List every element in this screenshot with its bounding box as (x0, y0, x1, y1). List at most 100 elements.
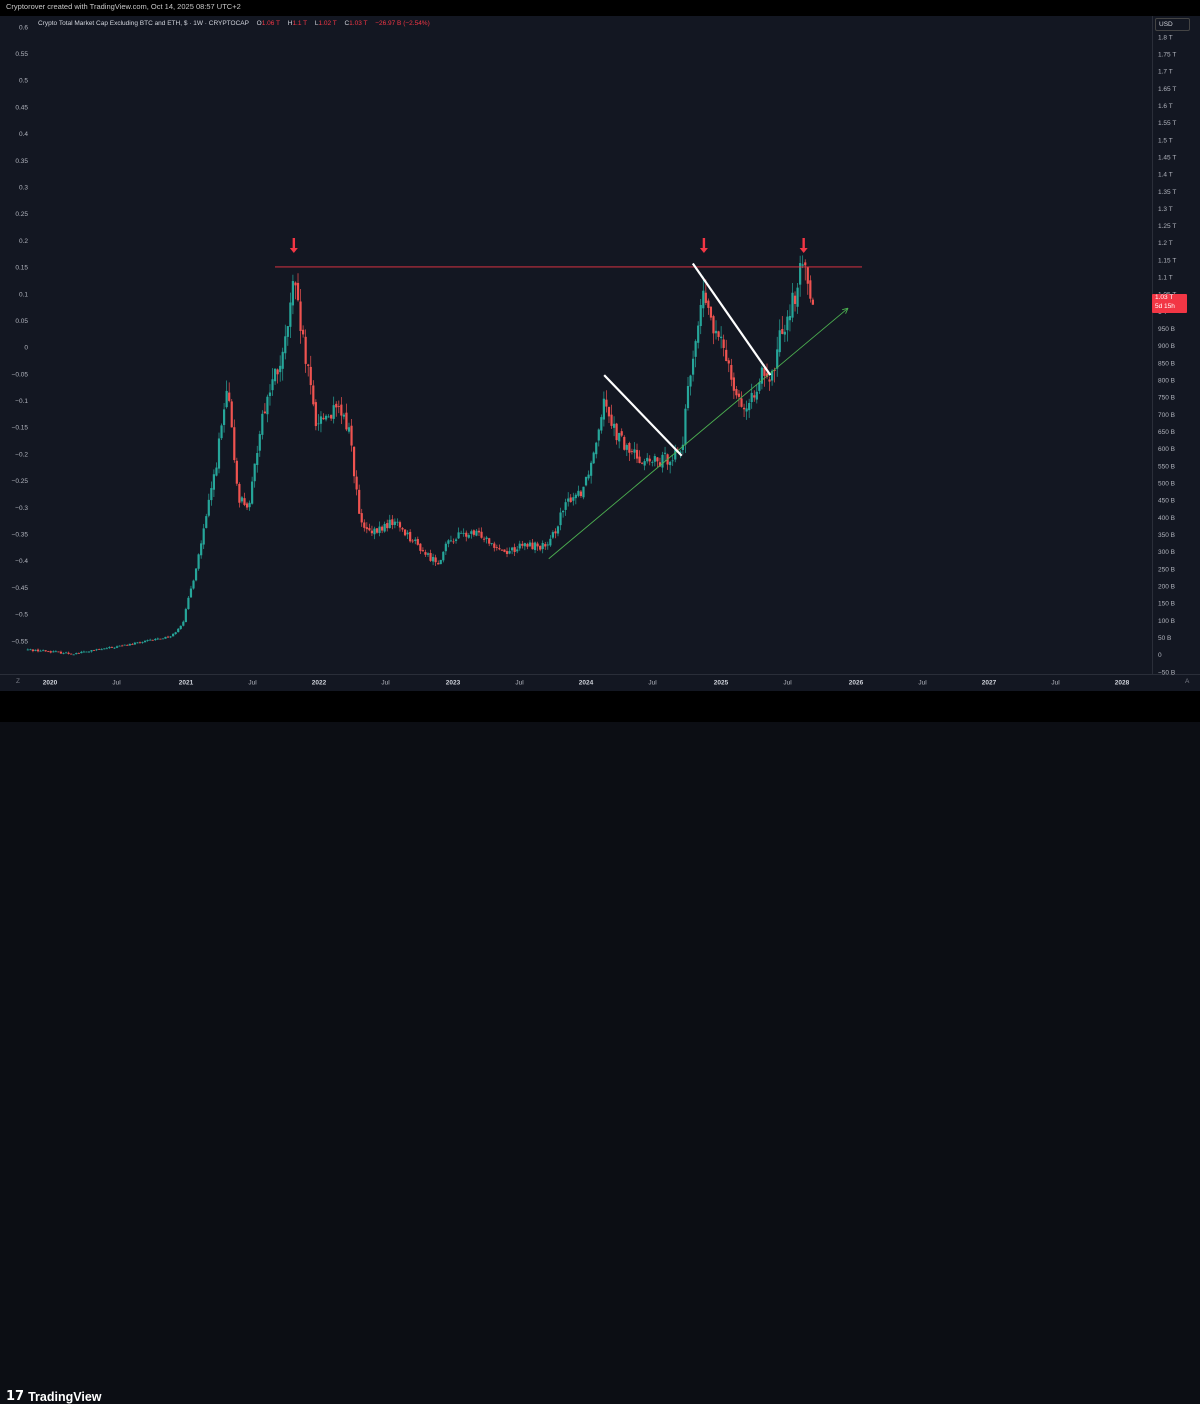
candle-body (118, 645, 121, 647)
right-axis-tick: 850 B (1158, 360, 1175, 367)
candle-body (98, 649, 101, 650)
right-price-axis[interactable] (1152, 16, 1200, 674)
candle-body (200, 543, 203, 556)
candle-body (59, 651, 63, 654)
right-axis-tick: 650 B (1158, 429, 1175, 436)
candle-body (567, 498, 570, 502)
candle-body (811, 299, 814, 305)
candle-body (511, 547, 514, 551)
candle-body (421, 550, 425, 552)
right-axis-tick: 1.65 T (1158, 86, 1176, 93)
candle-body (646, 457, 649, 462)
candle-body (493, 543, 496, 548)
candle-body (319, 416, 323, 424)
right-axis-tick: 800 B (1158, 378, 1175, 385)
candle-body (439, 559, 442, 565)
candle-body (707, 300, 710, 308)
time-axis-tick: 2028 (1115, 680, 1130, 687)
candle-body (781, 329, 784, 334)
candle-body (773, 370, 776, 371)
candle-body (434, 557, 437, 563)
candle-body (222, 409, 226, 425)
candle-body (768, 379, 771, 382)
low-value: 1.02 T (318, 20, 337, 27)
candle-body (187, 597, 190, 610)
candle-body (679, 451, 682, 454)
right-axis-tick: 1.5 T (1158, 137, 1173, 144)
candle-body (735, 389, 738, 396)
chart-plot-area[interactable] (30, 16, 1152, 674)
candle-body (712, 316, 715, 334)
candle-body (661, 454, 664, 468)
candle-body (363, 522, 366, 528)
time-axis-tick: 2021 (179, 680, 194, 687)
currency-button[interactable]: USD (1155, 18, 1190, 31)
candle-body (149, 639, 152, 641)
high-value: 1.1 T (292, 20, 308, 27)
candle-body (717, 331, 720, 337)
candle-body (401, 528, 404, 530)
candle-body (271, 379, 274, 391)
candle-body (778, 330, 781, 353)
candle-body (335, 403, 338, 408)
time-axis-tick: Jul (112, 680, 121, 687)
candle-body (166, 636, 170, 638)
candle-body (467, 535, 470, 538)
candle-body (340, 404, 343, 416)
candle-body (217, 438, 221, 469)
candle-body (658, 462, 662, 467)
candle-body (485, 537, 488, 540)
candle-body (709, 306, 713, 318)
left-axis-tick: 0.6 (19, 24, 28, 31)
open-label: O (256, 20, 262, 27)
candle-body (623, 436, 626, 450)
candle-body (108, 647, 111, 649)
candle-body (579, 491, 583, 497)
candle-body (495, 547, 498, 548)
time-axis-tick: Jul (248, 680, 257, 687)
tradingview-brand[interactable]: 17 TradingView (6, 1389, 102, 1404)
candle-body (730, 365, 733, 380)
candle-body (755, 391, 758, 400)
symbol-legend[interactable]: Crypto Total Market Cap Excluding BTC an… (38, 20, 430, 27)
candle-body (87, 651, 91, 653)
candle-body (610, 414, 613, 426)
candle-body (337, 406, 340, 407)
candle-body (248, 502, 251, 508)
candle-body (561, 510, 565, 513)
candle-body (702, 290, 705, 309)
candle-body (146, 640, 149, 641)
candle-body (508, 551, 511, 554)
candle-body (230, 401, 233, 428)
time-axis-tick: Jul (783, 680, 792, 687)
candle-body (745, 408, 748, 412)
candle-body (786, 316, 789, 331)
time-axis[interactable] (0, 674, 1200, 692)
candle-body (284, 336, 287, 354)
candle-body (67, 652, 70, 654)
auto-scale-button[interactable]: A (1185, 678, 1190, 685)
candle-body (207, 499, 210, 516)
candle-body (307, 364, 310, 366)
time-axis-tick: 2020 (43, 680, 58, 687)
candle-body (197, 554, 200, 569)
candle-body (765, 373, 769, 377)
candle-body (273, 368, 277, 382)
candle-body (551, 532, 555, 538)
right-axis-tick: 600 B (1158, 446, 1175, 453)
candle-body (771, 370, 774, 381)
candle-body (179, 625, 182, 629)
candle-body (253, 463, 256, 482)
candle-body (429, 553, 432, 561)
candle-body (635, 449, 639, 459)
candle-body (174, 632, 177, 635)
goto-date-button[interactable]: Z (16, 678, 20, 685)
candle-body (720, 336, 723, 339)
candle-body (488, 538, 491, 544)
candle-body (602, 398, 605, 420)
candle-body (350, 425, 353, 446)
candle-body (299, 301, 302, 331)
candle-body (304, 336, 307, 364)
candle-body (569, 497, 572, 503)
right-axis-tick: 1.55 T (1158, 120, 1176, 127)
